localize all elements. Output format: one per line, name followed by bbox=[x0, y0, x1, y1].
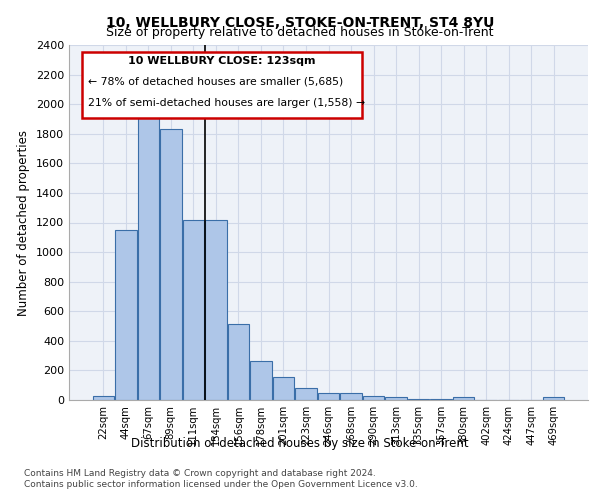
Bar bbox=[318, 392, 339, 400]
Bar bbox=[340, 394, 362, 400]
Bar bbox=[137, 112, 159, 400]
Bar bbox=[160, 128, 182, 400]
Text: Distribution of detached houses by size in Stoke-on-Trent: Distribution of detached houses by size … bbox=[131, 438, 469, 450]
Text: ← 78% of detached houses are smaller (5,685): ← 78% of detached houses are smaller (5,… bbox=[88, 76, 343, 86]
Bar bbox=[363, 396, 384, 400]
Text: Contains HM Land Registry data © Crown copyright and database right 2024.: Contains HM Land Registry data © Crown c… bbox=[24, 469, 376, 478]
Bar bbox=[250, 361, 272, 400]
Text: 10, WELLBURY CLOSE, STOKE-ON-TRENT, ST4 8YU: 10, WELLBURY CLOSE, STOKE-ON-TRENT, ST4 … bbox=[106, 16, 494, 30]
Bar bbox=[115, 230, 137, 400]
Bar bbox=[205, 220, 227, 400]
Bar bbox=[228, 324, 249, 400]
Bar bbox=[543, 397, 565, 400]
Bar bbox=[453, 397, 475, 400]
Text: 21% of semi-detached houses are larger (1,558) →: 21% of semi-detached houses are larger (… bbox=[88, 98, 365, 108]
Bar bbox=[182, 220, 204, 400]
Bar bbox=[385, 397, 407, 400]
Text: Size of property relative to detached houses in Stoke-on-Trent: Size of property relative to detached ho… bbox=[106, 26, 494, 39]
Y-axis label: Number of detached properties: Number of detached properties bbox=[17, 130, 31, 316]
Bar bbox=[273, 377, 294, 400]
Bar bbox=[92, 396, 114, 400]
Bar bbox=[295, 388, 317, 400]
FancyBboxPatch shape bbox=[82, 52, 362, 118]
Bar bbox=[430, 398, 452, 400]
Text: 10 WELLBURY CLOSE: 123sqm: 10 WELLBURY CLOSE: 123sqm bbox=[128, 56, 316, 66]
Text: Contains public sector information licensed under the Open Government Licence v3: Contains public sector information licen… bbox=[24, 480, 418, 489]
Bar bbox=[408, 398, 429, 400]
